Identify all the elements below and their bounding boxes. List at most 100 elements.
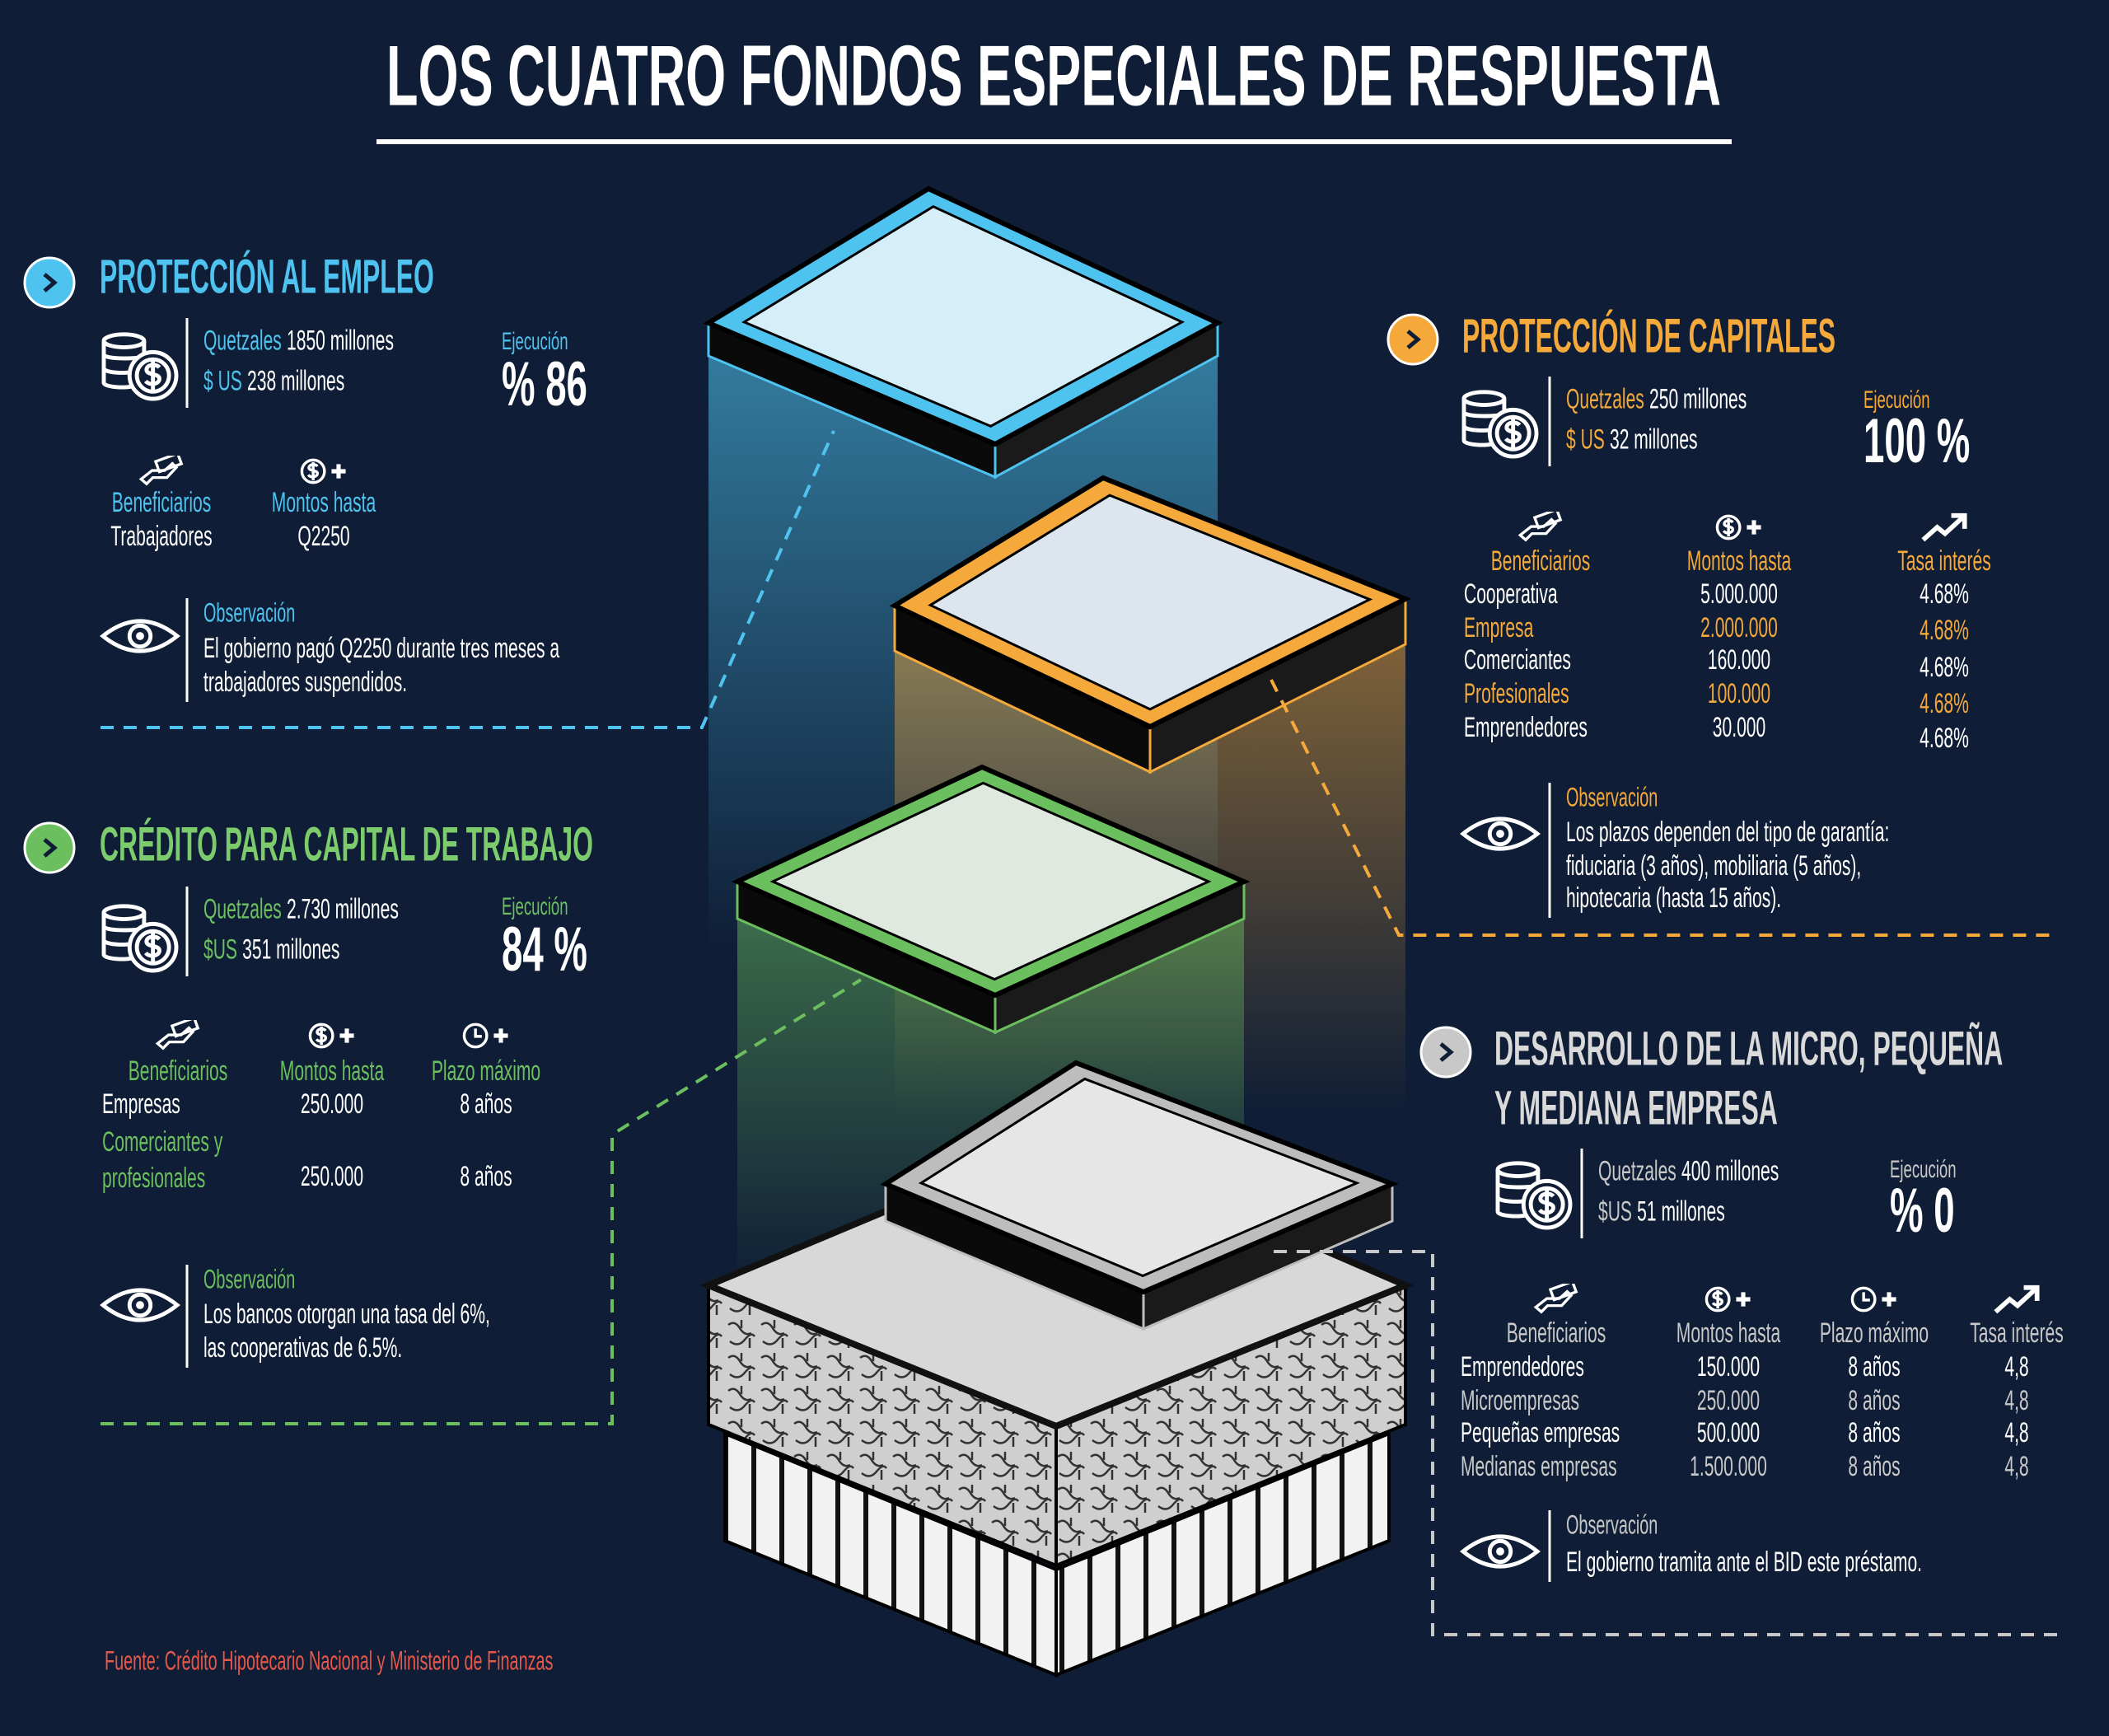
table-header: Tasa interés — [1970, 1317, 2064, 1348]
observation-text: trabajadores suspendidos. — [203, 666, 407, 697]
table-cell: Emprendedores — [1461, 1350, 1584, 1382]
section-heading: Y MEDIANA EMPRESA — [1494, 1081, 1778, 1134]
amount-value: 351 millones — [242, 934, 339, 965]
observation-text: El gobierno tramita ante el BID este pré… — [1566, 1546, 1922, 1577]
table-cell: Medianas empresas — [1461, 1450, 1617, 1481]
observation-text: El gobierno pagó Q2250 durante tres mese… — [203, 632, 559, 663]
slab-floor — [769, 781, 1212, 981]
amount-value: 400 millones — [1681, 1155, 1779, 1186]
section-bullet — [23, 821, 76, 874]
section-heading: DESARROLLO DE LA MICRO, PEQUEÑA — [1494, 1022, 2003, 1074]
execution-label: Ejecución — [1890, 1155, 1957, 1183]
amount-value: 51 millones — [1637, 1196, 1725, 1227]
table-cell: 4.68% — [1920, 687, 1969, 718]
amount-value: 238 millones — [247, 365, 344, 396]
section-heading: PROTECCIÓN AL EMPLEO — [100, 250, 434, 302]
section-heading: CRÉDITO PARA CAPITAL DE TRABAJO — [100, 817, 593, 870]
source-note: Fuente: Crédito Hipotecario Nacional y M… — [105, 1646, 553, 1676]
table-cell: 250.000 — [1697, 1384, 1760, 1415]
amount-label: Quetzales — [203, 325, 282, 356]
table-cell: Microempresas — [1461, 1384, 1579, 1415]
table-cell: 8 años — [1848, 1450, 1900, 1481]
execution-label: Ejecución — [502, 327, 568, 355]
table-cell: 1.500.000 — [1690, 1450, 1767, 1481]
table-cell: 4,8 — [2004, 1450, 2028, 1481]
amount-line: Quetzales 400 millones — [1598, 1155, 1779, 1186]
table-cell: Empresas — [102, 1088, 180, 1119]
observation-text: hipotecaria (hasta 15 años). — [1566, 882, 1781, 913]
table-cell: Comerciantes y — [102, 1125, 223, 1157]
observation-text: las cooperativas de 6.5%. — [203, 1331, 402, 1363]
connector-line — [101, 978, 863, 1425]
table-header: Montos hasta — [1687, 545, 1792, 576]
table-header: Beneficiarios — [129, 1055, 228, 1086]
table-cell: Comerciantes — [1464, 643, 1571, 675]
bullet-chevron — [1406, 330, 1421, 349]
table-cell: profesionales — [102, 1162, 205, 1193]
table-cell: 8 años — [1848, 1416, 1900, 1448]
connector-line — [101, 430, 835, 729]
table-cell: 4,8 — [2004, 1416, 2028, 1448]
amount-value: 250 millones — [1649, 383, 1747, 414]
bullet-chevron — [43, 838, 58, 858]
table-cell: 100.000 — [1708, 677, 1770, 709]
table-cell: 8 años — [1848, 1350, 1900, 1382]
slab-floor — [928, 494, 1373, 711]
observation-text: fiduciaria (3 años), mobiliaria (5 años)… — [1566, 849, 1861, 881]
bullet-circle — [23, 256, 76, 309]
table-cell: Cooperativa — [1464, 578, 1558, 609]
table-header: Tasa interés — [1897, 545, 1991, 576]
amount-label: $US — [1598, 1196, 1632, 1227]
section-bullet — [1419, 1026, 1472, 1079]
connector-line — [1274, 1250, 2061, 1636]
table-cell: 8 años — [460, 1088, 512, 1119]
table-header: Beneficiarios — [112, 486, 212, 517]
table-cell: 8 años — [460, 1160, 512, 1191]
table-header: Plazo máximo — [1820, 1317, 1929, 1348]
bullet-chevron — [43, 273, 58, 292]
execution-label: Ejecución — [1863, 386, 1930, 414]
bullet-circle — [1387, 313, 1439, 366]
bullet-circle — [23, 821, 76, 874]
section-heading: PROTECCIÓN DE CAPITALES — [1462, 309, 1835, 362]
execution-label: Ejecución — [502, 892, 568, 920]
table-cell: 4.68% — [1920, 614, 1969, 645]
execution-value: 100 % — [1863, 406, 1970, 476]
slab-floor — [918, 1077, 1360, 1278]
amount-line: Quetzales 1850 millones — [203, 325, 394, 356]
table-cell: 250.000 — [301, 1088, 363, 1119]
table-cell: 2.000.000 — [1700, 611, 1778, 643]
table-cell: Profesionales — [1464, 677, 1569, 709]
title: LOS CUATRO FONDOS ESPECIALES DE RESPUEST… — [386, 28, 1721, 124]
observation-label: Observación — [1566, 1510, 1658, 1540]
execution-value: % 86 — [502, 349, 587, 419]
execution-value: 84 % — [502, 915, 587, 985]
table-cell: Empresa — [1464, 611, 1533, 643]
table-header: Montos hasta — [280, 1055, 385, 1086]
amount-label: $ US — [1566, 423, 1605, 455]
amount-label: Quetzales — [1598, 1155, 1676, 1186]
table-cell: Pequeñas empresas — [1461, 1416, 1620, 1448]
amount-line: $ US 32 millones — [1566, 423, 1698, 455]
section-bullet — [1387, 313, 1439, 366]
amount-label: Quetzales — [1566, 383, 1644, 414]
table-header: Beneficiarios — [1491, 545, 1591, 576]
table-header: Montos hasta — [272, 486, 376, 517]
table-header: Plazo máximo — [432, 1055, 540, 1086]
table-cell: 150.000 — [1697, 1350, 1760, 1382]
execution-value: % 0 — [1890, 1176, 1955, 1246]
observation-label: Observación — [203, 598, 295, 628]
table-cell: 4,8 — [2004, 1350, 2028, 1382]
connector-line — [1270, 679, 2051, 937]
amount-line: $US 351 millones — [203, 934, 339, 965]
table-cell: 4.68% — [1920, 651, 1969, 682]
bullet-circle — [1419, 1026, 1472, 1079]
amount-line: Quetzales 250 millones — [1566, 383, 1747, 414]
amount-value: 32 millones — [1610, 423, 1698, 455]
amount-line: $US 51 millones — [1598, 1196, 1725, 1227]
table-cell: Trabajadores — [110, 520, 212, 551]
table-cell: 500.000 — [1697, 1416, 1760, 1448]
table-cell: 4.68% — [1920, 722, 1969, 753]
table-cell: 8 años — [1848, 1384, 1900, 1415]
